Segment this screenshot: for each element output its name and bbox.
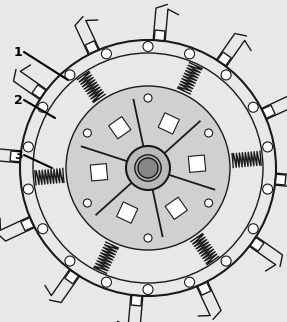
Polygon shape — [188, 155, 206, 172]
Polygon shape — [65, 270, 79, 284]
Polygon shape — [275, 174, 286, 185]
Circle shape — [248, 224, 258, 234]
Polygon shape — [158, 113, 179, 134]
Polygon shape — [250, 237, 264, 251]
Polygon shape — [131, 295, 142, 306]
Circle shape — [122, 126, 129, 132]
Circle shape — [99, 165, 106, 172]
Circle shape — [23, 184, 33, 194]
Circle shape — [138, 158, 158, 178]
Circle shape — [263, 184, 273, 194]
Circle shape — [143, 285, 153, 295]
Circle shape — [65, 256, 75, 266]
Circle shape — [126, 146, 170, 190]
Text: 1: 1 — [14, 45, 23, 59]
Circle shape — [65, 70, 75, 80]
Polygon shape — [154, 30, 165, 41]
Polygon shape — [85, 41, 98, 54]
Polygon shape — [10, 151, 21, 162]
Circle shape — [84, 199, 91, 207]
Circle shape — [185, 49, 195, 59]
Text: 3: 3 — [14, 148, 23, 162]
Circle shape — [221, 256, 231, 266]
Polygon shape — [197, 282, 211, 295]
Circle shape — [135, 155, 161, 181]
Polygon shape — [262, 105, 275, 118]
Polygon shape — [90, 164, 108, 181]
Circle shape — [23, 142, 33, 152]
Circle shape — [38, 102, 48, 112]
Polygon shape — [165, 197, 187, 220]
Circle shape — [221, 70, 231, 80]
Circle shape — [122, 204, 129, 211]
Circle shape — [38, 224, 48, 234]
Polygon shape — [109, 117, 131, 139]
Circle shape — [84, 129, 91, 137]
Circle shape — [263, 142, 273, 152]
Circle shape — [248, 102, 258, 112]
Circle shape — [66, 86, 230, 250]
Circle shape — [205, 129, 213, 137]
Circle shape — [167, 204, 174, 211]
Circle shape — [205, 199, 213, 207]
Circle shape — [144, 234, 152, 242]
Circle shape — [167, 126, 174, 132]
Polygon shape — [217, 52, 231, 66]
Circle shape — [185, 277, 195, 287]
Circle shape — [144, 94, 152, 102]
Circle shape — [101, 49, 111, 59]
Polygon shape — [21, 218, 34, 231]
Text: 2: 2 — [14, 93, 23, 107]
Circle shape — [190, 165, 197, 172]
Circle shape — [101, 277, 111, 287]
Polygon shape — [117, 202, 138, 223]
Circle shape — [143, 42, 153, 52]
Polygon shape — [32, 85, 46, 99]
